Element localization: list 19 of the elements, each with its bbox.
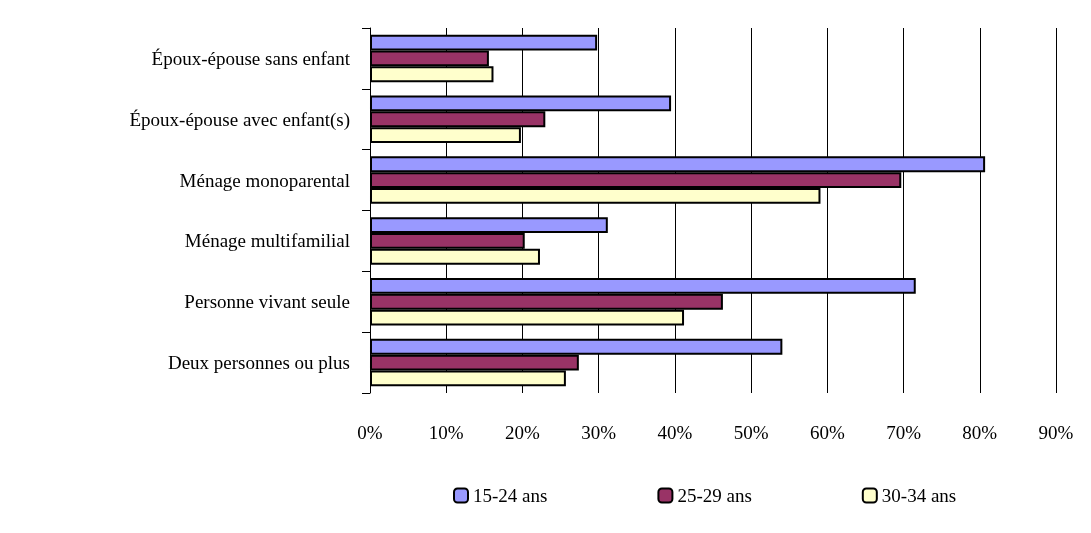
x-tick-label: 70% [886, 422, 922, 443]
y-tick-label: Personne vivant seule [184, 291, 350, 313]
y-tick-label: Ménage multifamilial [184, 230, 350, 252]
x-tick-label: 10% [428, 422, 464, 443]
legend-label: 15-24 ans [473, 485, 548, 506]
x-tick-label: 90% [1038, 422, 1074, 443]
y-tick-label: Époux-épouse avec enfant(s) [129, 108, 350, 131]
x-tick-label: 60% [809, 422, 845, 443]
x-tick-label: 0% [357, 422, 383, 443]
legend-label: 30-34 ans [881, 485, 957, 506]
x-tick-label: 20% [505, 422, 541, 443]
x-tick-label: 30% [581, 422, 617, 443]
x-tick-label: 80% [962, 422, 998, 443]
x-tick-label: 40% [657, 422, 693, 443]
y-tick-label: Deux personnes ou plus [167, 352, 350, 374]
x-tick-label: 50% [733, 422, 769, 443]
y-tick-label: Ménage monoparental [179, 169, 350, 191]
legend-label: 25-29 ans [677, 485, 752, 506]
y-tick-label: Époux-épouse sans enfant [151, 47, 351, 69]
